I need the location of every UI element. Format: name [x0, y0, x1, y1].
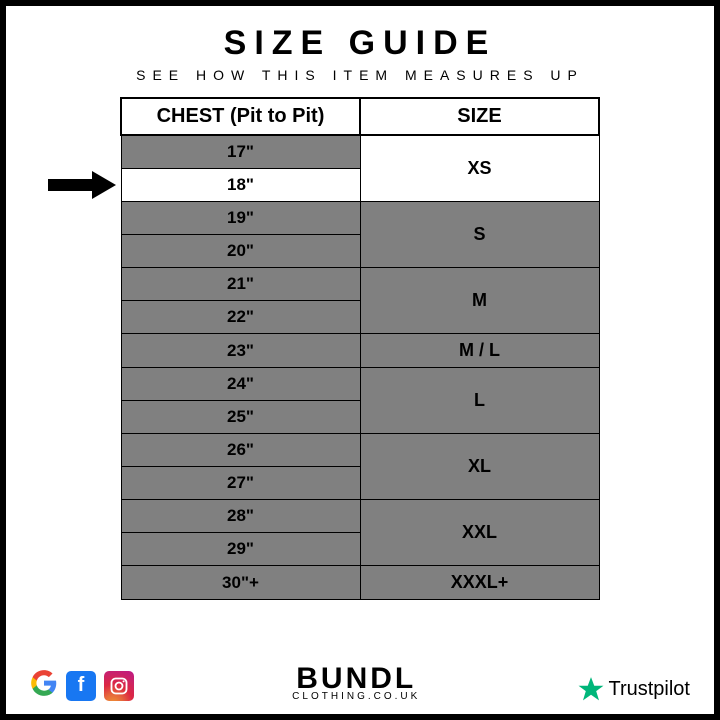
header-chest: CHEST (Pit to Pit) — [121, 98, 360, 135]
chest-cell: 30"+ — [121, 566, 360, 600]
page-title: SIZE GUIDE — [224, 24, 497, 63]
table-row: 26"XL — [121, 434, 599, 467]
chest-cell: 25" — [121, 401, 360, 434]
chest-cell: 18" — [121, 169, 360, 202]
table-row: 24"L — [121, 368, 599, 401]
chest-cell: 17" — [121, 135, 360, 169]
size-cell: M — [360, 268, 599, 334]
table-row: 28"XXL — [121, 500, 599, 533]
arrow-indicator — [48, 174, 116, 196]
size-cell: XXL — [360, 500, 599, 566]
instagram-icon — [104, 671, 134, 701]
size-cell: M / L — [360, 334, 599, 368]
brand-name: BUNDL — [292, 664, 420, 694]
chest-cell: 26" — [121, 434, 360, 467]
size-table-wrap: CHEST (Pit to Pit) SIZE 17"XS18"19"S20"2… — [120, 97, 600, 600]
size-cell: S — [360, 202, 599, 268]
trustpilot-label: Trustpilot — [608, 678, 690, 701]
chest-cell: 19" — [121, 202, 360, 235]
chest-cell: 29" — [121, 533, 360, 566]
chest-cell: 22" — [121, 301, 360, 334]
brand-domain: CLOTHING.CO.UK — [292, 692, 420, 702]
table-row: 30"+XXXL+ — [121, 566, 599, 600]
brand-logo: BUNDL CLOTHING.CO.UK — [292, 664, 420, 702]
chest-cell: 20" — [121, 235, 360, 268]
facebook-icon: f — [66, 671, 96, 701]
footer: f BUNDL CLOTHING.CO.UK Trustpilot — [6, 664, 714, 702]
size-cell: XS — [360, 135, 599, 202]
chest-cell: 28" — [121, 500, 360, 533]
page-subtitle: SEE HOW THIS ITEM MEASURES UP — [136, 67, 584, 83]
size-cell: XXXL+ — [360, 566, 599, 600]
header-size: SIZE — [360, 98, 599, 135]
table-row: 21"M — [121, 268, 599, 301]
size-cell: XL — [360, 434, 599, 500]
chest-cell: 24" — [121, 368, 360, 401]
social-icons: f — [30, 669, 134, 702]
size-cell: L — [360, 368, 599, 434]
size-table: CHEST (Pit to Pit) SIZE 17"XS18"19"S20"2… — [120, 97, 600, 600]
chest-cell: 23" — [121, 334, 360, 368]
google-icon — [30, 669, 58, 702]
table-row: 17"XS — [121, 135, 599, 169]
chest-cell: 27" — [121, 467, 360, 500]
table-row: 23"M / L — [121, 334, 599, 368]
table-row: 19"S — [121, 202, 599, 235]
chest-cell: 21" — [121, 268, 360, 301]
trustpilot-star-icon — [578, 676, 604, 702]
trustpilot-badge: Trustpilot — [578, 676, 690, 702]
